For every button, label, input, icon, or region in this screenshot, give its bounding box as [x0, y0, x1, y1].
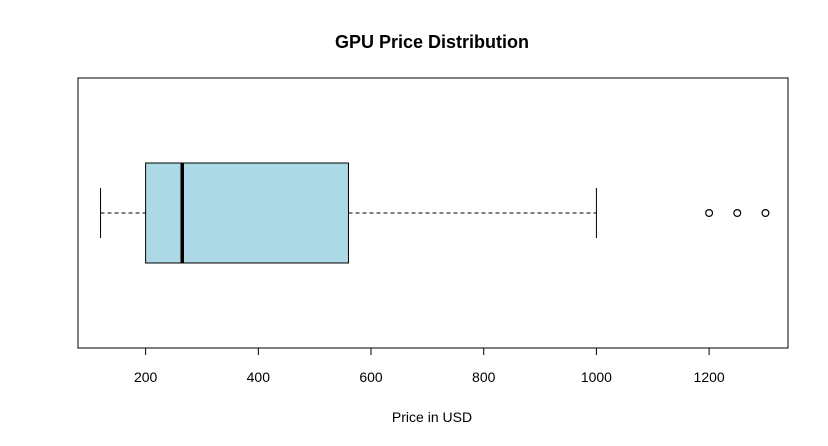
outlier-point: [733, 209, 742, 218]
x-tick-label: 800: [472, 369, 496, 385]
x-tick-label: 1200: [694, 369, 725, 385]
chart-title: GPU Price Distribution: [335, 32, 529, 52]
outlier-point: [761, 209, 770, 218]
x-tick-label: 200: [134, 369, 158, 385]
x-tick-label: 600: [359, 369, 383, 385]
x-axis: 200 400 600 800 1000 1200: [134, 347, 725, 385]
x-tick-label: 1000: [581, 369, 612, 385]
x-tick-label: 400: [247, 369, 271, 385]
outlier-point: [705, 209, 714, 218]
box-element: [100, 162, 770, 264]
x-axis-label: Price in USD: [392, 409, 472, 425]
iqr-box: [145, 162, 349, 264]
